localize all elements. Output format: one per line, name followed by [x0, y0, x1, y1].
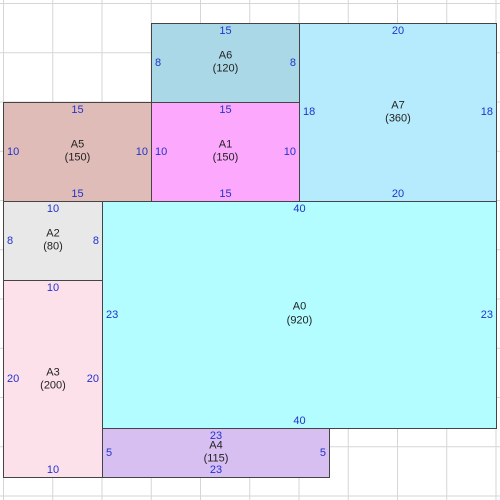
room-area: (920)	[286, 314, 313, 327]
room-a2[interactable]: 10 8 8 A2 (80)	[3, 201, 103, 281]
room-area: (115)	[203, 452, 229, 465]
room-a1[interactable]: 15 15 10 10 A1 (150)	[151, 102, 300, 202]
room-name: A3	[46, 366, 60, 379]
room-area: (150)	[212, 151, 239, 164]
dim-right: 10	[135, 146, 148, 158]
dim-bottom: 20	[391, 188, 405, 200]
dim-left: 10	[155, 146, 168, 158]
room-a0[interactable]: 40 40 23 23 A0 (920)	[102, 201, 497, 429]
room-area: (200)	[40, 379, 66, 392]
dim-right: 5	[319, 447, 326, 459]
dim-bottom: 15	[219, 188, 232, 200]
dim-right: 18	[480, 106, 493, 118]
room-a5[interactable]: 15 15 10 10 A5 (150)	[3, 102, 152, 202]
dim-left: 23	[106, 309, 119, 321]
room-name: A0	[292, 300, 307, 313]
dim-top: 40	[293, 203, 306, 215]
dim-left: 8	[7, 235, 14, 247]
dim-top: 20	[391, 25, 405, 37]
dim-right: 10	[283, 146, 296, 158]
dim-right: 20	[86, 373, 99, 385]
dim-bottom: 15	[71, 188, 84, 200]
room-name: A7	[391, 99, 405, 112]
dim-top: 15	[219, 25, 232, 37]
dim-left: 5	[106, 447, 113, 459]
room-a6[interactable]: 15 8 8 A6 (120)	[151, 23, 300, 103]
room-area: (80)	[43, 240, 63, 253]
dim-left: 10	[7, 146, 20, 158]
dim-top: 15	[71, 104, 84, 116]
room-a3[interactable]: 10 10 20 20 A3 (200)	[3, 280, 103, 478]
dim-top: 10	[46, 282, 60, 294]
dim-right: 8	[92, 235, 99, 247]
dim-right: 8	[289, 57, 296, 69]
room-name: A4	[209, 439, 223, 452]
room-name: A1	[218, 138, 233, 151]
dim-left: 20	[7, 373, 20, 385]
dim-right: 23	[480, 309, 493, 321]
dim-bottom: 23	[209, 464, 223, 476]
room-area: (150)	[64, 151, 91, 164]
room-area: (360)	[385, 112, 411, 125]
dim-top: 10	[46, 203, 60, 215]
room-name: A2	[46, 227, 60, 240]
dim-bottom: 10	[46, 464, 60, 476]
dim-top: 15	[219, 104, 232, 116]
dim-top: 23	[209, 430, 223, 442]
dim-left: 18	[303, 106, 316, 118]
room-name: A6	[218, 49, 233, 62]
dim-left: 8	[155, 57, 162, 69]
room-a7[interactable]: 20 20 18 18 A7 (360)	[299, 23, 497, 202]
dim-bottom: 40	[293, 415, 306, 427]
room-a4[interactable]: 23 23 5 5 A4 (115)	[102, 428, 330, 478]
room-area: (120)	[212, 62, 239, 75]
room-name: A5	[70, 138, 85, 151]
